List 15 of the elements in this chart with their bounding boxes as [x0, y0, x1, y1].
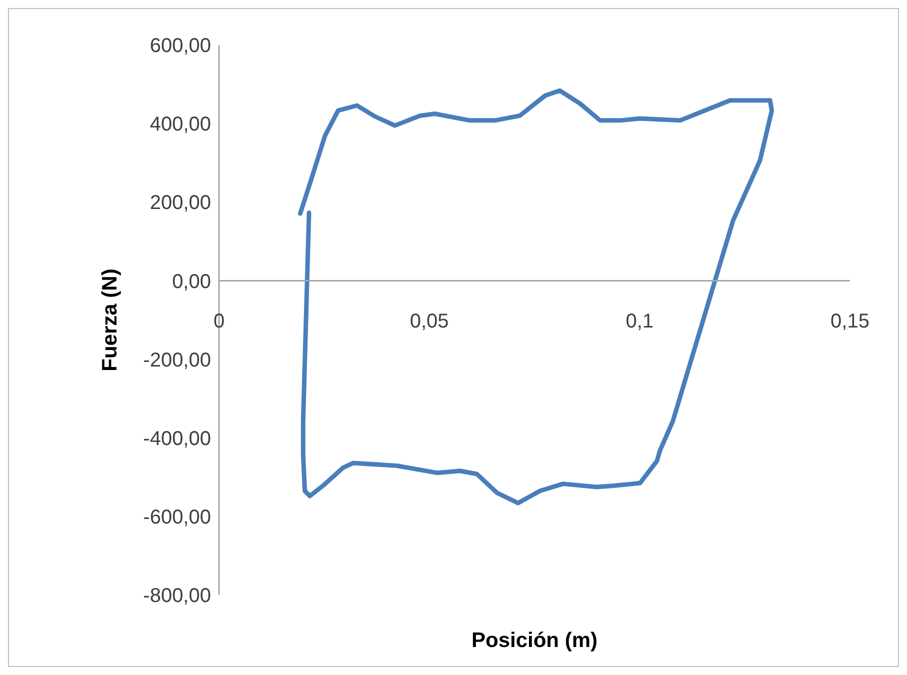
y-tick-label: 400,00	[150, 114, 211, 136]
y-tick-label: 0,00	[172, 270, 211, 293]
x-tick-label: 0,1	[626, 310, 654, 333]
y-axis-title: Fuerza (N)	[98, 268, 122, 372]
x-tick-label: 0	[213, 310, 225, 333]
line-series	[298, 88, 774, 506]
y-tick-label: 200,00	[150, 192, 211, 214]
x-tick-label: 0,15	[830, 310, 870, 333]
y-tick-label: -200,00	[143, 349, 211, 372]
y-tick-label: -400,00	[143, 428, 211, 450]
x-tick-label: 0,05	[410, 310, 449, 333]
x-axis-title: Posición (m)	[471, 629, 598, 652]
y-tick-label: 600,00	[150, 35, 211, 58]
y-tick-label: -800,00	[143, 585, 211, 608]
y-tick-label: -600,00	[143, 506, 211, 529]
